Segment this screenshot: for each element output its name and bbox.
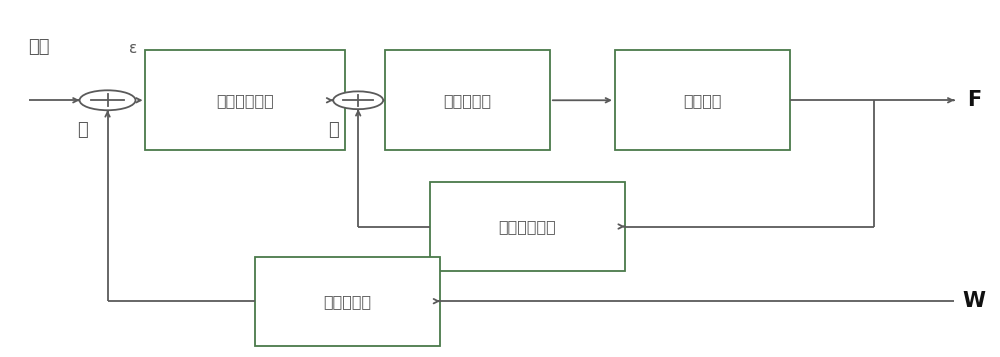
Text: W: W	[963, 291, 986, 311]
Text: 给水流量变送: 给水流量变送	[499, 219, 556, 234]
Text: －: －	[328, 121, 339, 140]
Bar	[255, 257, 440, 346]
Bar	[615, 50, 790, 150]
Text: 给定: 给定	[28, 38, 49, 56]
Circle shape	[80, 90, 136, 110]
Text: 给水调节阀: 给水调节阀	[443, 93, 492, 108]
Text: ε: ε	[129, 41, 138, 56]
Bar	[145, 50, 345, 150]
Text: 加碱量变送: 加碱量变送	[324, 294, 372, 309]
Text: 给料称变频器: 给料称变频器	[216, 93, 274, 108]
Bar	[385, 50, 550, 150]
Text: 给水流量: 给水流量	[683, 93, 721, 108]
Circle shape	[333, 91, 383, 109]
Text: F: F	[967, 90, 981, 110]
Bar	[430, 182, 625, 271]
Text: －: －	[77, 121, 88, 140]
